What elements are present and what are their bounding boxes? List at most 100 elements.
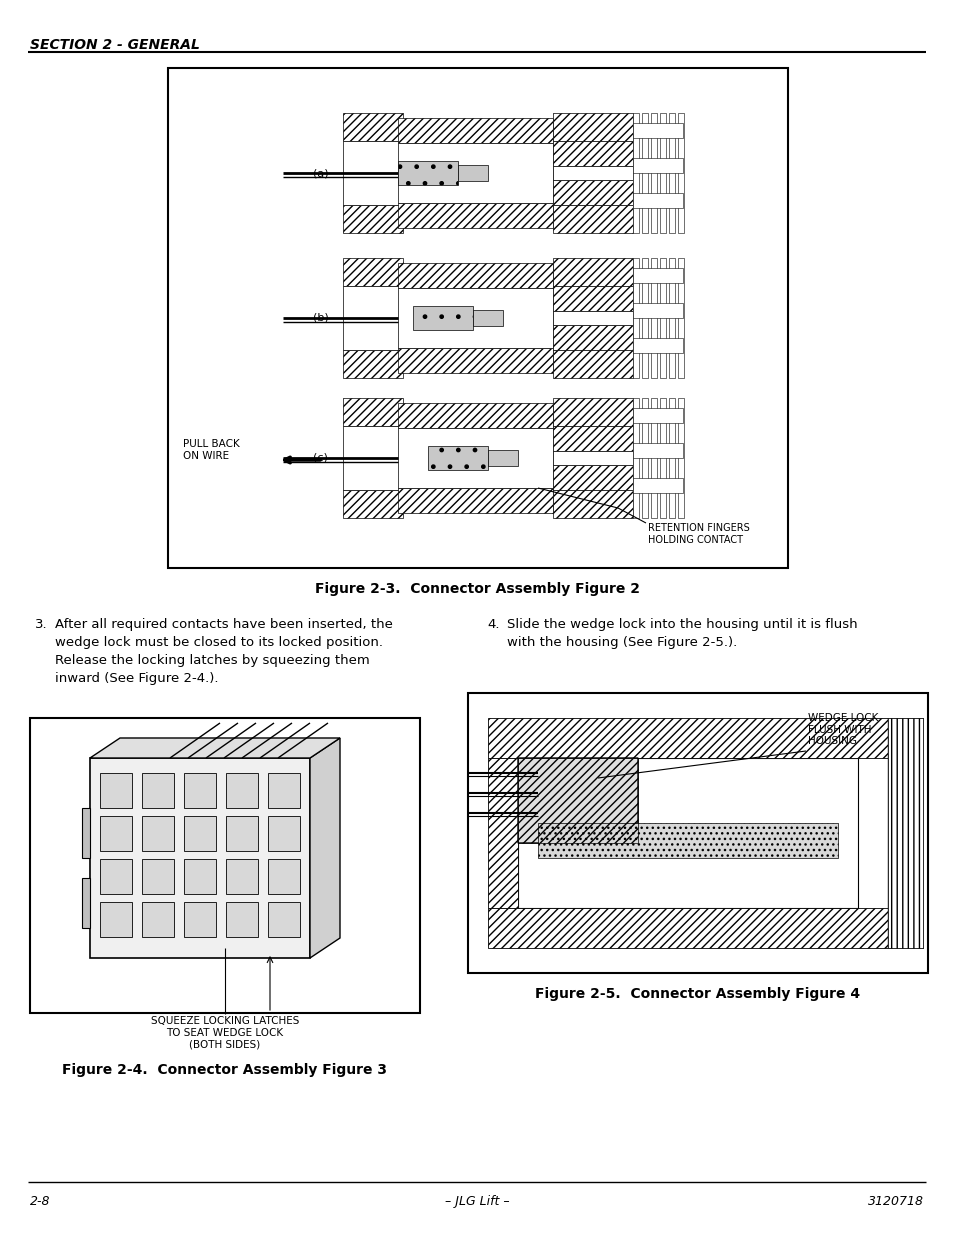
Bar xyxy=(887,718,923,948)
Bar xyxy=(397,161,457,185)
Bar xyxy=(553,205,633,233)
Bar xyxy=(537,823,837,858)
Text: 2-8: 2-8 xyxy=(30,1195,51,1208)
Bar xyxy=(268,816,299,851)
Bar xyxy=(553,451,633,466)
Bar xyxy=(553,180,633,205)
Bar xyxy=(553,287,633,311)
Bar xyxy=(553,165,633,180)
Bar xyxy=(184,816,215,851)
Text: SECTION 2 - GENERAL: SECTION 2 - GENERAL xyxy=(30,38,200,52)
Bar xyxy=(553,325,633,350)
Bar xyxy=(343,426,402,490)
Bar xyxy=(397,348,553,373)
Text: – JLG Lift –: – JLG Lift – xyxy=(444,1195,509,1208)
Bar xyxy=(100,902,132,937)
Bar xyxy=(633,443,682,458)
Bar xyxy=(650,398,657,517)
Text: (a): (a) xyxy=(313,168,328,178)
Bar xyxy=(82,808,90,858)
Bar xyxy=(633,124,682,138)
Bar xyxy=(226,860,257,894)
Text: After all required contacts have been inserted, the
wedge lock must be closed to: After all required contacts have been in… xyxy=(55,618,393,685)
Text: (c): (c) xyxy=(313,453,328,463)
Bar xyxy=(397,143,553,203)
Bar xyxy=(553,466,633,490)
Bar xyxy=(488,450,517,466)
Bar xyxy=(659,112,665,233)
Bar xyxy=(678,398,683,517)
Bar xyxy=(517,758,857,908)
Bar xyxy=(633,193,682,207)
Bar xyxy=(397,119,553,143)
Bar xyxy=(82,878,90,927)
Polygon shape xyxy=(90,739,339,758)
Bar xyxy=(659,398,665,517)
Bar xyxy=(678,258,683,378)
Bar xyxy=(887,718,923,948)
Bar xyxy=(457,165,488,182)
Bar xyxy=(343,490,402,517)
Bar xyxy=(428,446,488,471)
Bar xyxy=(468,693,927,973)
Bar xyxy=(553,258,633,287)
Bar xyxy=(650,112,657,233)
Bar xyxy=(397,263,553,288)
Bar xyxy=(553,426,633,451)
Text: SQUEEZE LOCKING LATCHES
TO SEAT WEDGE LOCK
(BOTH SIDES): SQUEEZE LOCKING LATCHES TO SEAT WEDGE LO… xyxy=(151,1016,299,1050)
Bar xyxy=(343,258,402,287)
Bar xyxy=(343,205,402,233)
Bar xyxy=(226,902,257,937)
Bar xyxy=(633,258,639,378)
Bar xyxy=(184,860,215,894)
Bar xyxy=(887,718,923,948)
Bar xyxy=(633,112,639,233)
Text: Figure 2-3.  Connector Assembly Figure 2: Figure 2-3. Connector Assembly Figure 2 xyxy=(315,582,639,597)
Bar xyxy=(553,311,633,325)
Text: 3.: 3. xyxy=(35,618,48,631)
Bar xyxy=(641,112,647,233)
Bar xyxy=(30,718,419,1013)
Bar xyxy=(517,758,638,844)
Bar xyxy=(397,429,553,488)
Bar xyxy=(553,141,633,165)
Bar xyxy=(184,773,215,808)
Text: RETENTION FINGERS
HOLDING CONTACT: RETENTION FINGERS HOLDING CONTACT xyxy=(647,522,749,545)
Polygon shape xyxy=(310,739,339,958)
Bar xyxy=(668,258,675,378)
Bar xyxy=(168,68,787,568)
Bar xyxy=(268,902,299,937)
Bar xyxy=(488,908,887,948)
Bar xyxy=(633,268,682,283)
Text: (b): (b) xyxy=(313,312,329,324)
Text: PULL BACK
ON WIRE: PULL BACK ON WIRE xyxy=(183,440,239,461)
Bar xyxy=(887,718,923,948)
Bar xyxy=(184,902,215,937)
Bar xyxy=(142,816,173,851)
Bar xyxy=(100,860,132,894)
Bar xyxy=(668,112,675,233)
Bar xyxy=(668,398,675,517)
Bar xyxy=(553,112,633,141)
Bar xyxy=(488,718,887,758)
Bar xyxy=(142,902,173,937)
Bar xyxy=(268,860,299,894)
Bar xyxy=(633,158,682,173)
Bar xyxy=(473,310,502,326)
Bar xyxy=(268,773,299,808)
Bar xyxy=(633,303,682,317)
Bar xyxy=(641,258,647,378)
Text: WEDGE LOCK
FLUSH WITH
HOUSING: WEDGE LOCK FLUSH WITH HOUSING xyxy=(807,713,878,746)
Bar xyxy=(641,398,647,517)
Bar xyxy=(343,287,402,350)
Polygon shape xyxy=(517,758,638,844)
Bar xyxy=(633,338,682,353)
Bar xyxy=(343,141,402,205)
Text: Figure 2-4.  Connector Assembly Figure 3: Figure 2-4. Connector Assembly Figure 3 xyxy=(63,1063,387,1077)
Bar xyxy=(659,258,665,378)
Bar xyxy=(553,490,633,517)
Bar xyxy=(678,112,683,233)
Bar xyxy=(650,258,657,378)
Bar xyxy=(633,398,639,517)
Bar xyxy=(633,478,682,493)
